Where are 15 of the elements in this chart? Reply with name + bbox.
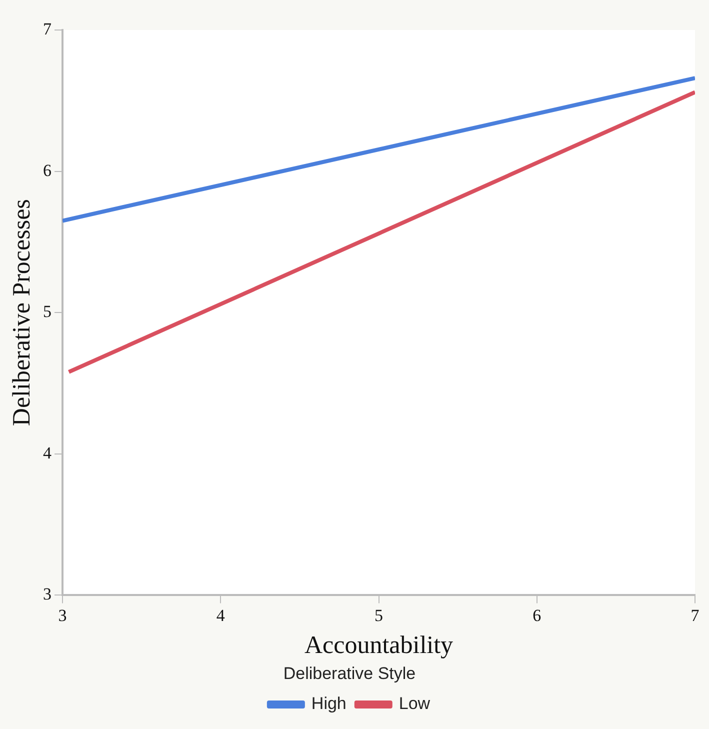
x-tick-label: 4	[216, 606, 226, 625]
y-tick-label: 5	[43, 302, 52, 322]
y-tick-label: 7	[43, 19, 52, 38]
x-tick-label: 5	[374, 606, 383, 625]
legend-label: High	[311, 694, 346, 714]
x-tick-label: 7	[690, 606, 700, 625]
y-axis-title: Deliberative Processes	[8, 199, 36, 426]
x-tick-label: 6	[532, 606, 542, 625]
x-tick-label: 3	[58, 606, 67, 625]
legend-title: Deliberative Style	[283, 664, 416, 683]
legend-label: Low	[398, 694, 431, 714]
y-tick-label: 3	[43, 584, 52, 604]
y-tick-label: 4	[43, 443, 52, 462]
y-tick-label: 6	[43, 160, 52, 180]
x-axis-title: Accountability	[304, 632, 454, 660]
